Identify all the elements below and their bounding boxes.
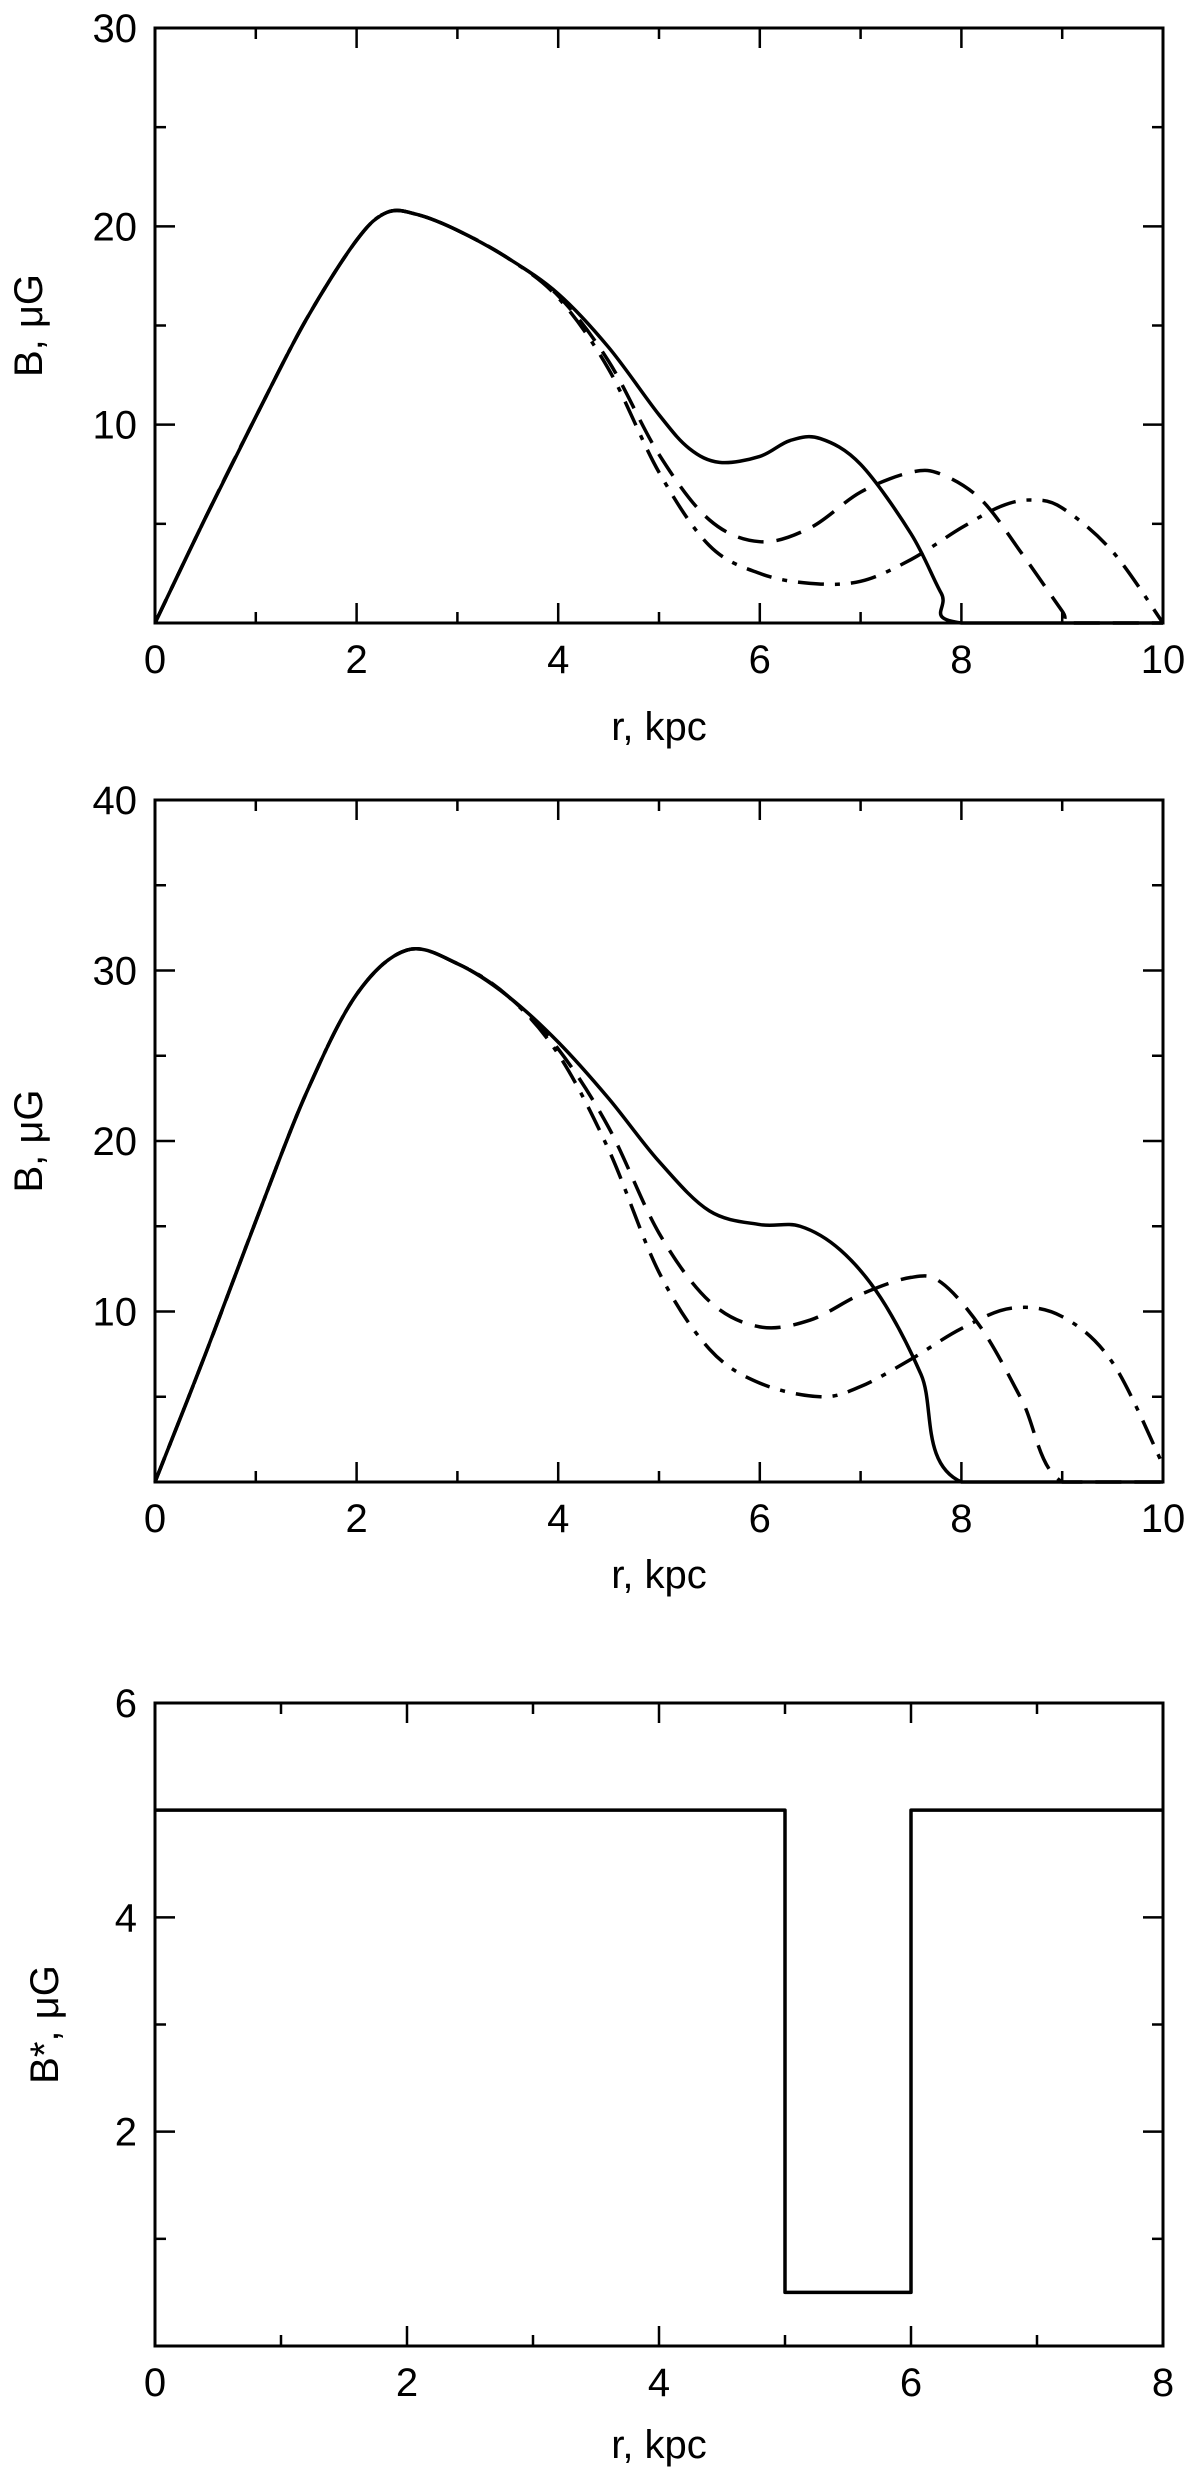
series-line-solid <box>153 208 1163 625</box>
series-line-dashed <box>153 208 1163 625</box>
y-tick-label: 40 <box>93 779 138 823</box>
y-tick-label: 30 <box>93 950 138 994</box>
x-tick-label: 2 <box>345 1497 367 1541</box>
x-axis-label: r, kpc <box>611 2423 707 2467</box>
y-tick-label: 30 <box>93 7 138 51</box>
x-tick-label: 8 <box>950 638 972 682</box>
y-axis-label: B, μG <box>7 274 51 377</box>
x-tick-label: 8 <box>1152 2361 1174 2405</box>
x-tick-label: 0 <box>144 2361 166 2405</box>
x-axis-label: r, kpc <box>611 1553 707 1597</box>
series-line-solid <box>153 947 1163 1484</box>
series-line-dashed <box>153 947 1163 1484</box>
x-tick-label: 4 <box>648 2361 670 2405</box>
x-tick-label: 4 <box>547 1497 569 1541</box>
chart-panel-middle: 0 2 4 6 8 10 10 20 30 40 r, kpc B, μG <box>7 779 1185 1597</box>
y-tick-label: 4 <box>115 1896 137 1940</box>
plot-frame <box>153 26 1165 625</box>
x-tick-label: 6 <box>749 1497 771 1541</box>
series-line-dash-dot <box>153 947 1165 1483</box>
x-tick-label: 2 <box>345 638 367 682</box>
y-tick-label: 20 <box>93 1120 138 1164</box>
y-tick-label: 20 <box>93 205 138 249</box>
y-tick-label: 6 <box>115 1682 137 1726</box>
x-tick-label: 10 <box>1141 1497 1186 1541</box>
y-axis-label: B*, μG <box>23 1965 67 2084</box>
x-tick-label: 0 <box>144 1497 166 1541</box>
plot-frame <box>153 1701 1165 2348</box>
x-tick-label: 10 <box>1141 638 1186 682</box>
x-tick-label: 6 <box>749 638 771 682</box>
series-line-solid <box>155 1808 1163 2295</box>
x-tick-label: 6 <box>900 2361 922 2405</box>
y-axis-label: B, μG <box>7 1089 51 1192</box>
y-tick-label: 10 <box>93 1291 138 1335</box>
x-tick-label: 0 <box>144 638 166 682</box>
x-axis-label: r, kpc <box>611 705 707 749</box>
series-line-dash-dot <box>153 208 1165 625</box>
y-tick-label: 10 <box>93 404 138 448</box>
x-tick-label: 8 <box>950 1497 972 1541</box>
x-tick-label: 4 <box>547 638 569 682</box>
y-tick-label: 2 <box>115 2111 137 2155</box>
chart-panel-top: 0 2 4 6 8 10 10 20 30 r, kpc B, μG <box>7 7 1185 749</box>
chart-panel-bottom: 0 2 4 6 8 2 4 6 r, kpc B*, μG <box>23 1682 1174 2467</box>
x-tick-label: 2 <box>396 2361 418 2405</box>
